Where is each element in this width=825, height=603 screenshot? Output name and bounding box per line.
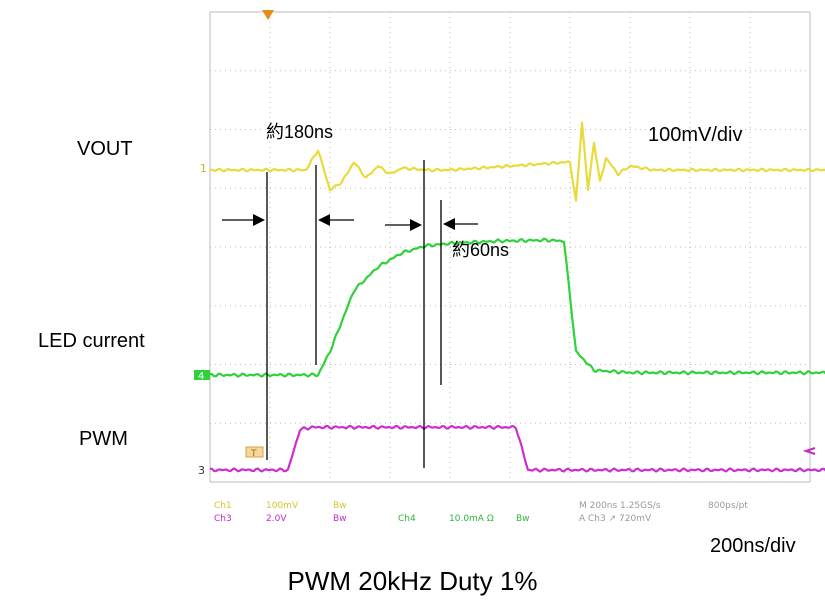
- trace-vout: [209, 121, 825, 202]
- trace-pwm: [209, 424, 825, 473]
- graticule: [209, 11, 811, 483]
- ch1-readout-name: Ch1: [214, 501, 232, 511]
- trigger-marker-bg: [245, 446, 264, 458]
- scope-readout: Ch1 100mV Bw Ch3 2.0V Bw Ch4 10.0mA Ω Bw…: [214, 501, 748, 524]
- record-length-readout: 800ps/pt: [708, 501, 748, 511]
- delay-annotation-180ns: 約180ns: [266, 122, 333, 142]
- arrow-head-left-2: [318, 214, 330, 226]
- vout-label: VOUT: [77, 138, 133, 160]
- chart-caption: PWM 20kHz Duty 1%: [287, 566, 538, 596]
- timebase-readout: M 200ns 1.25GS/s: [579, 501, 661, 511]
- ch3-readout-name: Ch3: [214, 514, 232, 524]
- vertical-scale-label: 100mV/div: [648, 124, 743, 146]
- trigger-position-icon: [262, 10, 274, 20]
- arrow-head-right-3: [410, 219, 422, 231]
- ch4-marker-bg: [194, 370, 210, 380]
- ch3-readout-scale: 2.0V: [266, 514, 287, 524]
- trace-led-current: [209, 237, 825, 378]
- delay-annotation-60ns: 約60ns: [452, 240, 509, 260]
- ch3-marker: 3: [198, 464, 205, 477]
- ch1-readout-scale: 100mV: [266, 501, 299, 511]
- ch4-readout-bw: Bw: [516, 514, 530, 524]
- horizontal-scale-label: 200ns/div: [710, 535, 796, 557]
- ch4-readout-name: Ch4: [398, 514, 416, 524]
- pwm-label: PWM: [79, 428, 128, 450]
- delay-markers: [222, 160, 478, 468]
- ch1-marker: 1: [200, 162, 207, 175]
- trigger-marker: T: [250, 449, 257, 459]
- arrow-head-right-1: [253, 214, 265, 226]
- trigger-level-arrow-icon: [802, 447, 816, 455]
- ch1-readout-bw: Bw: [333, 501, 347, 511]
- ch3-readout-bw: Bw: [333, 514, 347, 524]
- ch4-marker: 4: [198, 371, 204, 382]
- trigger-readout: A Ch3 ↗ 720mV: [579, 514, 652, 524]
- led-current-label: LED current: [38, 330, 145, 352]
- traces: [209, 121, 825, 473]
- arrow-head-left-4: [443, 218, 455, 230]
- ch4-readout-scale: 10.0mA Ω: [449, 514, 494, 524]
